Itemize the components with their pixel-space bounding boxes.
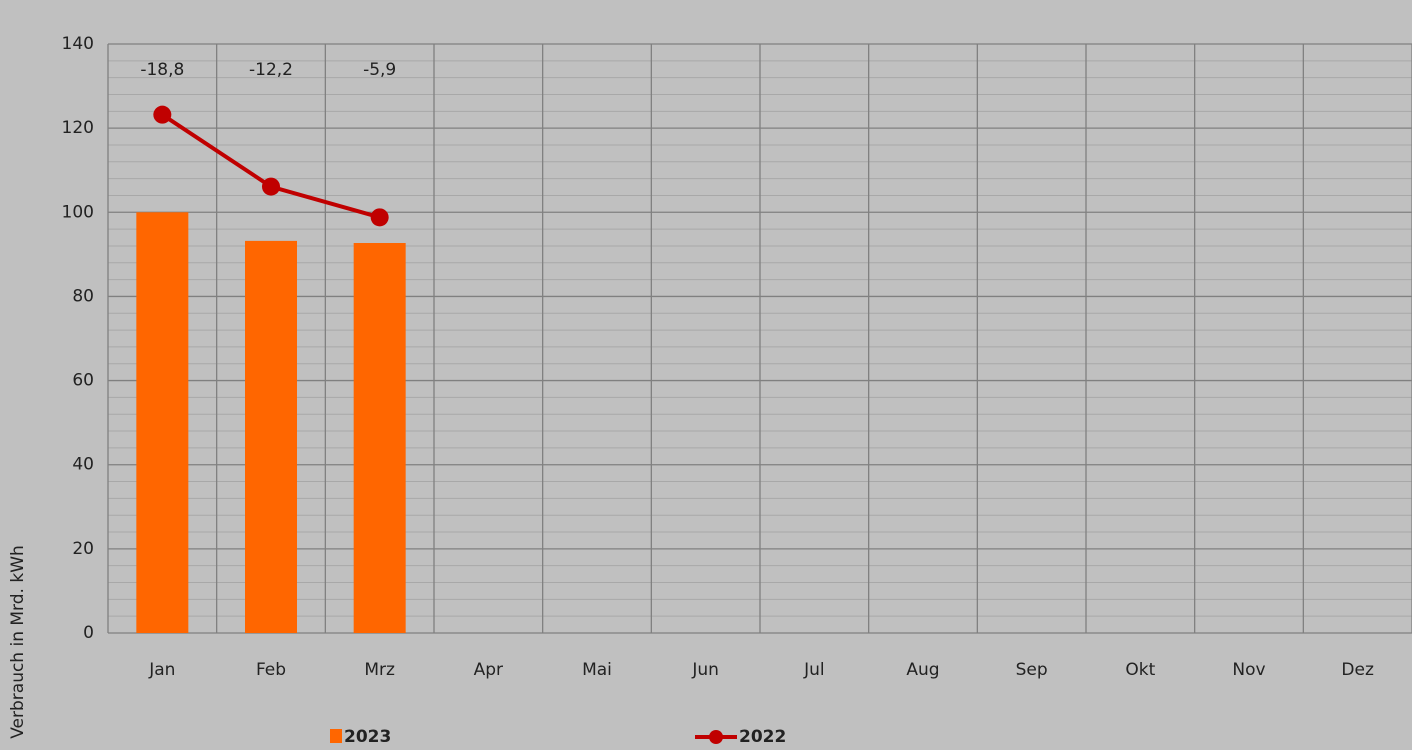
x-tick-label: Mrz [364, 660, 395, 680]
line-marker [262, 177, 280, 196]
annotation: -12,2 [249, 60, 293, 80]
x-tick-label: Jan [148, 660, 175, 680]
bar [136, 212, 189, 634]
annotation: -5,9 [363, 60, 396, 80]
x-tick-label: Nov [1232, 660, 1265, 680]
y-tick-label: 20 [72, 539, 94, 559]
y-tick-label: 60 [72, 371, 94, 391]
x-tick-label: Jul [803, 660, 825, 680]
y-tick-label: 40 [72, 455, 94, 475]
annotation: -18,8 [140, 60, 184, 80]
x-tick-label: Aug [906, 660, 939, 680]
legend-label: 2023 [344, 727, 391, 747]
y-tick-label: 120 [62, 118, 94, 138]
y-tick-label: 0 [83, 623, 94, 643]
legend-swatch [330, 729, 342, 743]
legend-label: 2022 [739, 727, 786, 747]
y-tick-label: 80 [72, 286, 94, 306]
x-tick-label: Feb [256, 660, 286, 680]
x-tick-label: Sep [1016, 660, 1048, 680]
x-tick-label: Jun [691, 660, 719, 680]
y-axis-label: Verbrauch in Mrd. kWh [8, 545, 28, 739]
legend-swatch [709, 730, 723, 744]
x-tick-label: Okt [1125, 660, 1155, 680]
line-marker [370, 208, 389, 227]
y-tick-label: 140 [62, 34, 94, 54]
bar [353, 242, 406, 633]
x-tick-label: Dez [1341, 660, 1374, 680]
x-tick-label: Mai [582, 660, 612, 680]
line-marker [153, 105, 172, 124]
y-tick-label: 100 [62, 202, 94, 222]
x-tick-label: Apr [474, 660, 503, 680]
bar [245, 240, 297, 633]
